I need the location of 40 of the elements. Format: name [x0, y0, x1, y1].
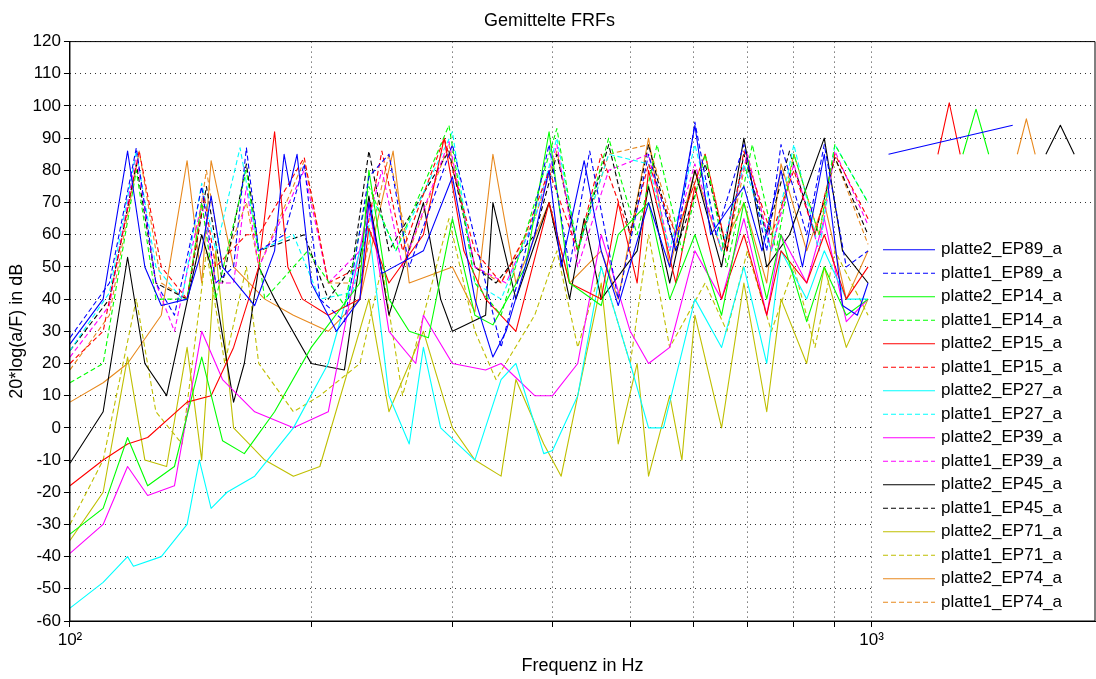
y-tick-label: -30: [36, 514, 61, 534]
legend-label: platte1_EP45_a: [941, 497, 1063, 517]
legend-label: platte2_EP89_a: [941, 239, 1063, 259]
y-tick-label: 70: [42, 192, 61, 212]
legend-label: platte1_EP15_a: [941, 356, 1063, 376]
legend-label: platte1_EP71_a: [941, 544, 1063, 564]
y-tick-label: 80: [42, 160, 61, 180]
legend-label: platte2_EP15_a: [941, 333, 1063, 353]
y-tick-label: 110: [33, 63, 61, 83]
y-tick-label: -60: [36, 610, 61, 630]
y-tick-label: 30: [42, 320, 61, 340]
legend-label: platte2_EP74_a: [941, 568, 1063, 588]
chart-title: Gemittelte FRFs: [483, 9, 616, 30]
y-tick-label: 0: [51, 417, 61, 437]
legend-label: platte2_EP14_a: [941, 286, 1063, 306]
x-tick-label: 10²: [57, 629, 83, 649]
legend-label: platte2_EP27_a: [941, 380, 1063, 400]
legend-label: platte1_EP74_a: [941, 591, 1063, 611]
legend-label: platte1_EP39_a: [941, 450, 1063, 470]
legend-label: platte1_EP27_a: [941, 403, 1063, 423]
y-tick-label: 40: [42, 288, 61, 308]
x-axis-title: Frequenz in Hz: [521, 655, 644, 676]
legend-label: platte2_EP45_a: [941, 474, 1063, 494]
y-tick-label: -40: [36, 546, 61, 566]
y-tick-label: 10: [42, 385, 61, 405]
legend-label: platte1_EP14_a: [941, 309, 1063, 329]
legend-label: platte1_EP89_a: [941, 262, 1063, 282]
y-tick-label: 90: [42, 127, 61, 147]
y-tick-label: 100: [32, 95, 61, 115]
y-axis-title: 20*log(a/F) in dB: [5, 263, 26, 399]
y-tick-label: -10: [36, 449, 61, 469]
y-tick-label: 120: [32, 31, 61, 51]
legend-label: platte2_EP39_a: [941, 427, 1063, 447]
y-tick-label: 60: [42, 224, 61, 244]
y-tick-label: 50: [42, 256, 61, 276]
legend-label: platte2_EP71_a: [941, 521, 1063, 541]
y-tick-label: -50: [36, 578, 61, 598]
x-tick-label: 10³: [859, 629, 885, 649]
y-tick-label: 20: [42, 353, 61, 373]
y-tick-label: -20: [36, 481, 61, 501]
